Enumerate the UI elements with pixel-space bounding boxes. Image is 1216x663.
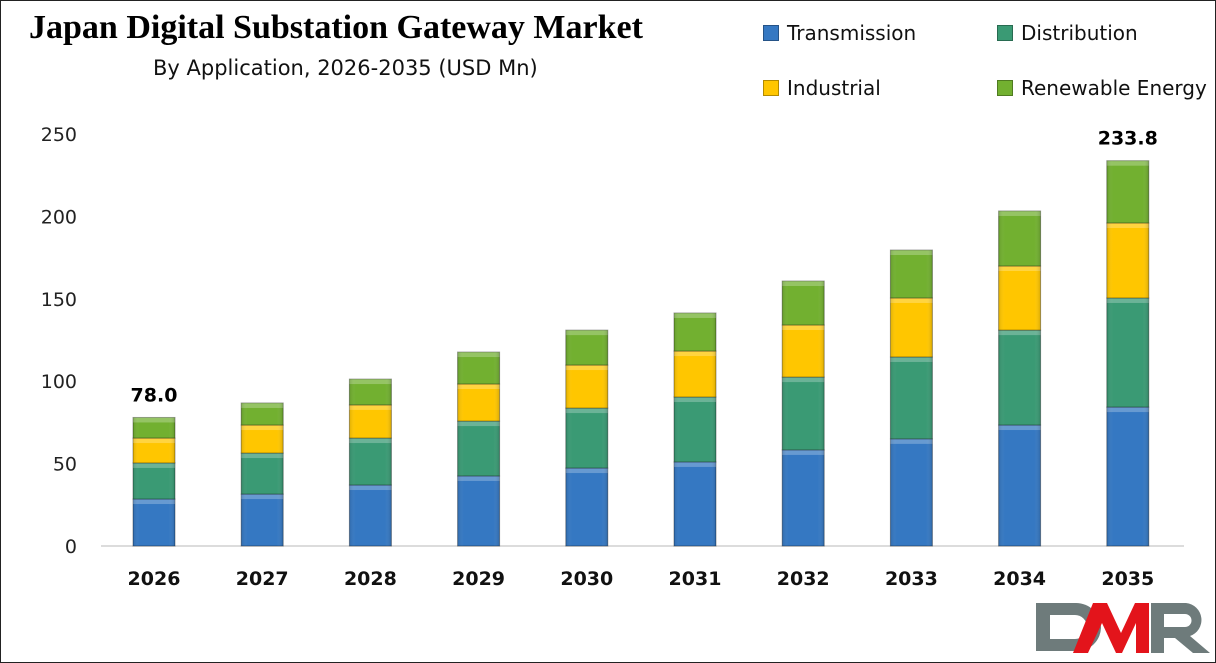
bar-shade	[457, 384, 500, 422]
legend-item-industrial: Industrial	[763, 76, 881, 100]
legend-swatch	[997, 80, 1013, 96]
y-tick-label: 200	[41, 206, 77, 228]
legend-item-transmission: Transmission	[763, 21, 916, 45]
x-tick-label: 2030	[560, 568, 613, 590]
bar-shade	[133, 417, 175, 439]
legend-label: Renewable Energy	[1021, 76, 1207, 100]
y-tick-label: 0	[65, 536, 77, 558]
bar-shade	[782, 325, 825, 378]
legend-swatch	[997, 25, 1013, 41]
bar-shade	[133, 438, 175, 463]
x-tick-label: 2031	[669, 568, 722, 590]
bar-shade	[457, 475, 500, 546]
legend-label: Industrial	[787, 76, 881, 100]
bar-shade	[890, 438, 933, 546]
bar-shade	[241, 402, 284, 426]
bar-shade	[1106, 222, 1149, 298]
bar-shade	[565, 365, 608, 409]
bar-shade	[565, 468, 608, 546]
bar-shade	[674, 351, 716, 398]
legend-swatch	[763, 80, 779, 96]
legend-label: Distribution	[1021, 21, 1138, 45]
x-tick-label: 2029	[452, 568, 505, 590]
legend-item-renewable-energy: Renewable Energy	[997, 76, 1207, 100]
bar-shade	[1106, 160, 1149, 223]
bar-shade	[349, 379, 392, 405]
bar-shade	[674, 461, 716, 546]
y-tick-label: 250	[41, 124, 77, 146]
bar-shade	[674, 397, 716, 462]
bar-shade	[890, 250, 933, 298]
chart-title: Japan Digital Substation Gateway Market	[29, 9, 643, 46]
y-tick-label: 50	[53, 454, 77, 476]
bar-shade	[349, 438, 392, 486]
y-tick-label: 100	[41, 371, 77, 393]
x-tick-label: 2035	[1101, 568, 1154, 590]
x-tick-label: 2034	[993, 568, 1046, 590]
bar-shade	[674, 312, 716, 352]
bar-shade	[998, 425, 1041, 546]
bar-shade	[133, 462, 175, 500]
chart-subtitle: By Application, 2026-2035 (USD Mn)	[153, 56, 538, 80]
bar-shade	[782, 281, 825, 326]
data-label-total: 233.8	[1098, 128, 1158, 150]
data-label-total: 78.0	[131, 384, 178, 406]
y-tick-label: 150	[41, 289, 77, 311]
bar-shade	[890, 297, 933, 357]
legend-item-distribution: Distribution	[997, 21, 1138, 45]
bar-shade	[1106, 407, 1149, 546]
bar-shade	[457, 352, 500, 385]
x-tick-label: 2026	[128, 568, 181, 590]
bar-shade	[1106, 297, 1149, 408]
bar-shade	[998, 266, 1041, 331]
bar-shade	[890, 356, 933, 439]
bar-shade	[782, 449, 825, 546]
bar-shade	[241, 453, 284, 495]
bar-shade	[349, 404, 392, 439]
legend-swatch	[763, 25, 779, 41]
bar-shade	[133, 499, 175, 546]
bar-shade	[998, 330, 1041, 426]
bar-shade	[782, 377, 825, 450]
bar-shade	[565, 408, 608, 469]
bar-shade	[241, 494, 284, 546]
bar-shade	[565, 330, 608, 366]
x-tick-label: 2028	[344, 568, 397, 590]
x-tick-label: 2027	[236, 568, 289, 590]
x-tick-label: 2033	[885, 568, 938, 590]
x-tick-label: 2032	[777, 568, 830, 590]
bar-shade	[241, 425, 284, 454]
bar-shade	[349, 485, 392, 546]
bar-shade	[998, 210, 1041, 267]
legend-label: Transmission	[787, 21, 917, 45]
bar-shade	[457, 421, 500, 476]
